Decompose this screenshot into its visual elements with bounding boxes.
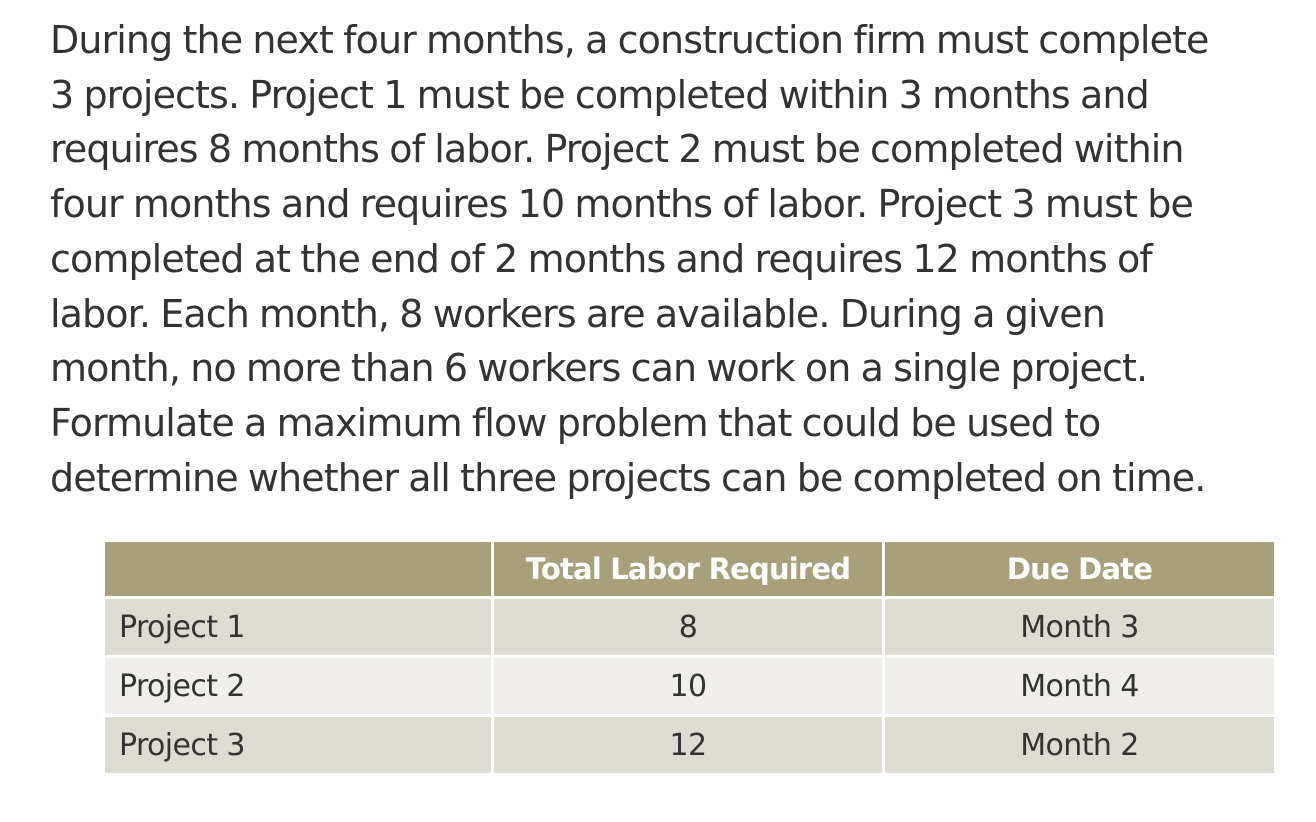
table-body: Project 1 8 Month 3 Project 2 10 Month 4…: [102, 596, 1277, 776]
project-name-cell: Project 2: [102, 655, 494, 717]
problem-line: During the next four months, a construct…: [50, 18, 1209, 62]
problem-line: completed at the end of 2 months and req…: [50, 236, 1153, 281]
table-row: Project 3 12 Month 2: [102, 714, 1277, 776]
project-table: Total Labor Required Due Date Project 1 …: [102, 539, 1277, 776]
project-name-cell: Project 1: [102, 596, 494, 658]
problem-line: four months and requires 10 months of la…: [50, 182, 1194, 227]
labor-cell: 10: [491, 655, 885, 717]
problem-line: requires 8 months of labor. Project 2 mu…: [50, 127, 1185, 172]
due-date-cell: Month 2: [882, 714, 1277, 776]
table-row: Project 1 8 Month 3: [102, 596, 1277, 658]
table-row: Project 2 10 Month 4: [102, 655, 1277, 717]
problem-line: month, no more than 6 workers can work o…: [50, 346, 1148, 391]
labor-cell: 8: [491, 596, 885, 658]
table-header-row: Total Labor Required Due Date: [102, 539, 1277, 599]
header-due-date: Due Date: [882, 539, 1277, 599]
problem-line: labor. Each month, 8 workers are availab…: [50, 291, 1106, 336]
problem-line: determine whether all three projects can…: [50, 455, 1206, 500]
problem-line: 3 projects. Project 1 must be completed …: [50, 72, 1150, 117]
header-total-labor: Total Labor Required: [491, 539, 885, 599]
header-project: [102, 539, 494, 599]
problem-statement: During the next four months, a construct…: [50, 13, 1290, 505]
labor-cell: 12: [491, 714, 885, 776]
table-header: Total Labor Required Due Date: [102, 539, 1277, 599]
due-date-cell: Month 4: [882, 655, 1277, 717]
due-date-cell: Month 3: [882, 596, 1277, 658]
project-name-cell: Project 3: [102, 714, 494, 776]
problem-line: Formulate a maximum flow problem that co…: [50, 400, 1101, 445]
